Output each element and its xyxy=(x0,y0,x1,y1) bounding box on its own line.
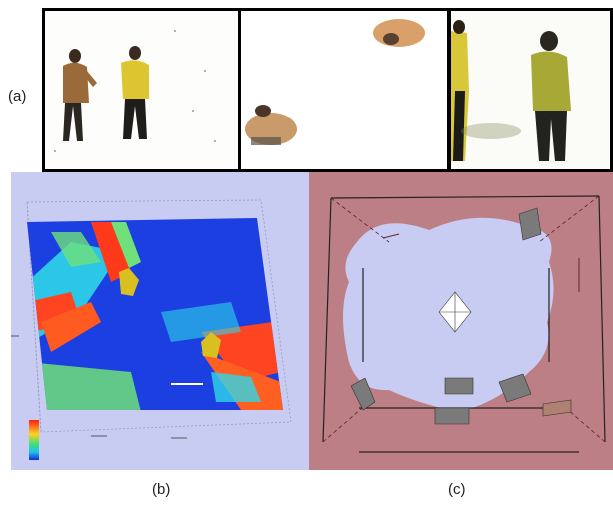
heatmap-3d-view xyxy=(11,199,292,460)
person-yellow-near xyxy=(451,20,469,161)
label-c: (c) xyxy=(448,481,466,498)
person-yellow-jacket xyxy=(121,46,149,139)
camera-view-2 xyxy=(238,8,450,172)
person-topdown-1 xyxy=(373,19,425,47)
occupancy-map xyxy=(322,195,606,453)
frame-ticks xyxy=(11,335,187,439)
camera-view-3-image xyxy=(451,11,610,169)
bounding-box xyxy=(26,199,292,433)
camera-view-2-image xyxy=(241,11,447,169)
camera-view-1-image xyxy=(45,11,241,169)
label-b: (b) xyxy=(152,481,171,498)
heatmap-panel xyxy=(11,172,309,470)
camera-ticks xyxy=(382,233,580,292)
camera-view-3 xyxy=(448,8,613,172)
label-a: (a) xyxy=(8,88,27,105)
colorbar xyxy=(29,420,39,460)
person-green-jacket xyxy=(531,31,571,161)
camera-markers xyxy=(350,207,572,425)
person-marker-1 xyxy=(119,268,139,296)
room-outline xyxy=(322,195,606,453)
person-marker-2 xyxy=(201,332,221,358)
camera-view-1 xyxy=(42,8,244,172)
occupancy-map-panel xyxy=(309,172,613,470)
center-marker xyxy=(438,291,472,333)
person-brown-jacket xyxy=(63,49,97,141)
person-topdown-2 xyxy=(245,105,297,145)
heatmap-surface xyxy=(27,218,283,410)
